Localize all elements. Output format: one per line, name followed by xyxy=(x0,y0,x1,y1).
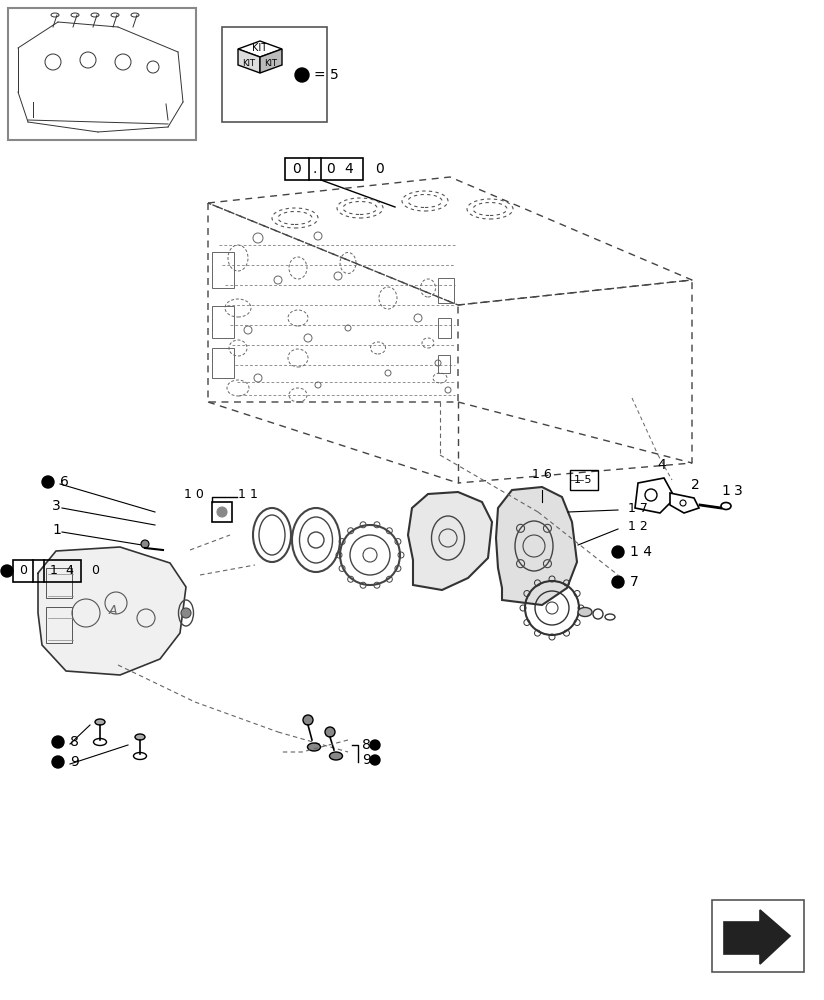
Text: 8: 8 xyxy=(70,735,79,749)
Text: 4: 4 xyxy=(65,564,73,578)
Bar xyxy=(212,502,232,522)
Bar xyxy=(712,900,804,972)
Ellipse shape xyxy=(95,719,105,725)
Text: 1 0: 1 0 xyxy=(184,488,204,500)
Text: 0: 0 xyxy=(326,162,335,176)
Bar xyxy=(212,348,234,378)
Bar xyxy=(46,607,72,643)
Polygon shape xyxy=(238,49,260,73)
Text: 1: 1 xyxy=(52,523,61,537)
Text: 4: 4 xyxy=(344,162,353,176)
Polygon shape xyxy=(670,493,699,513)
Circle shape xyxy=(325,727,335,737)
Circle shape xyxy=(295,68,309,82)
Text: .: . xyxy=(313,162,317,176)
Text: 1: 1 xyxy=(722,484,730,498)
Text: 1 5: 1 5 xyxy=(574,475,592,485)
Text: 8: 8 xyxy=(362,738,371,752)
Bar xyxy=(570,470,598,490)
Ellipse shape xyxy=(721,502,731,510)
Bar xyxy=(46,568,72,598)
Text: A: A xyxy=(109,604,117,617)
Text: 1 7: 1 7 xyxy=(628,502,648,514)
Polygon shape xyxy=(260,49,282,73)
Ellipse shape xyxy=(578,607,592,616)
Text: 0: 0 xyxy=(293,162,302,176)
Circle shape xyxy=(52,736,64,748)
Circle shape xyxy=(370,740,380,750)
Circle shape xyxy=(303,715,313,725)
Text: 9: 9 xyxy=(70,755,79,769)
Bar xyxy=(8,8,196,140)
Circle shape xyxy=(217,507,227,517)
Circle shape xyxy=(612,576,624,588)
Bar xyxy=(222,27,327,122)
Ellipse shape xyxy=(135,734,145,740)
Circle shape xyxy=(141,540,149,548)
Text: 2: 2 xyxy=(691,478,700,492)
Bar xyxy=(285,158,363,180)
Circle shape xyxy=(52,756,64,768)
Polygon shape xyxy=(38,547,186,675)
Bar xyxy=(212,306,234,338)
Polygon shape xyxy=(724,910,790,964)
Text: KIT: KIT xyxy=(252,43,268,53)
Text: 1 4: 1 4 xyxy=(630,545,652,559)
Text: KIT: KIT xyxy=(265,60,278,68)
Bar xyxy=(438,278,454,303)
Bar xyxy=(212,252,234,288)
Bar xyxy=(438,355,450,373)
Text: 1 2: 1 2 xyxy=(628,520,648,534)
Text: 4: 4 xyxy=(658,458,667,472)
Text: 1: 1 xyxy=(238,488,246,500)
Text: 6: 6 xyxy=(60,475,69,489)
Circle shape xyxy=(1,565,13,577)
Text: 1 6: 1 6 xyxy=(532,468,552,482)
Polygon shape xyxy=(408,492,492,590)
Text: 0: 0 xyxy=(91,564,99,578)
Text: KIT: KIT xyxy=(242,60,255,68)
Circle shape xyxy=(42,476,54,488)
Text: 3: 3 xyxy=(52,499,61,513)
Circle shape xyxy=(370,755,380,765)
Polygon shape xyxy=(238,41,282,57)
Text: = 5: = 5 xyxy=(314,68,339,82)
Text: 9: 9 xyxy=(362,753,371,767)
Circle shape xyxy=(181,608,191,618)
Text: 3: 3 xyxy=(733,484,742,498)
Text: 7: 7 xyxy=(630,575,639,589)
Text: 0: 0 xyxy=(19,564,27,578)
Polygon shape xyxy=(496,487,577,605)
Polygon shape xyxy=(635,478,675,513)
Circle shape xyxy=(612,546,624,558)
Ellipse shape xyxy=(307,743,321,751)
Text: 1: 1 xyxy=(50,564,58,578)
Bar xyxy=(438,318,451,338)
Text: 0: 0 xyxy=(376,162,384,176)
Text: 1: 1 xyxy=(250,488,258,500)
Bar xyxy=(13,560,81,582)
Ellipse shape xyxy=(330,752,343,760)
Text: .: . xyxy=(36,564,40,578)
